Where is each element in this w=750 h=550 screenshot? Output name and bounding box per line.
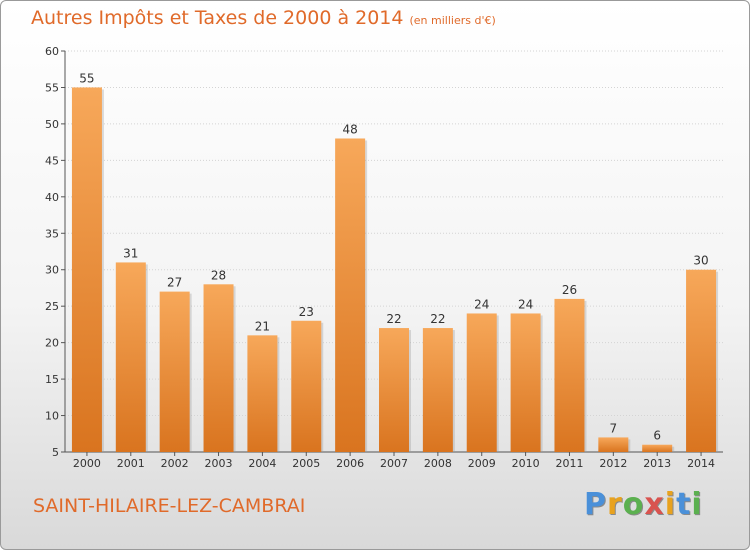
bar-value-label: 24	[518, 297, 533, 311]
axes: 5 10 15 20 25 30 35 40 45 50 55 60	[45, 45, 723, 459]
bar	[686, 269, 717, 452]
y-tick-label: 60	[45, 45, 59, 58]
bar-value-label: 26	[562, 283, 577, 297]
proxiti-logo: Proxiti	[584, 487, 703, 522]
bar-value-label: 7	[610, 421, 618, 435]
x-tick-label: 2000	[73, 457, 101, 470]
bar	[203, 284, 234, 452]
bar-value-label: 30	[693, 254, 708, 268]
chart-unit: (en milliers d'€)	[409, 14, 496, 27]
bar-value-label: 22	[430, 312, 445, 326]
x-tick-label: 2012	[599, 457, 627, 470]
y-tick-label: 10	[45, 410, 59, 423]
labels: 55 2000 31 2001 27 2002 28 2003 21 2004 23 2005 48 20…	[73, 71, 715, 470]
bar-value-label: 22	[386, 312, 401, 326]
y-tick-label: 30	[45, 264, 59, 277]
chart-title-text: Autres Impôts et Taxes de 2000 à 2014	[31, 7, 404, 29]
bar	[115, 262, 146, 452]
y-tick-label: 15	[45, 373, 59, 386]
y-tick-label: 50	[45, 118, 59, 131]
y-tick-label: 20	[45, 337, 59, 350]
bar-value-label: 21	[255, 319, 270, 333]
bar	[598, 437, 629, 452]
bar-value-label: 55	[79, 71, 94, 85]
logo-letter: t	[676, 487, 692, 522]
bar	[554, 298, 585, 452]
y-tick-label: 40	[45, 191, 59, 204]
x-tick-label: 2010	[512, 457, 540, 470]
logo-letter: x	[644, 487, 665, 522]
bar-value-label: 27	[167, 276, 182, 290]
bar	[466, 313, 497, 452]
bar	[422, 328, 453, 452]
x-tick-label: 2009	[468, 457, 496, 470]
x-tick-label: 2007	[380, 457, 408, 470]
bar	[510, 313, 541, 452]
bar	[642, 444, 673, 452]
y-tick-label: 25	[45, 300, 59, 313]
x-tick-label: 2004	[248, 457, 276, 470]
x-tick-label: 2005	[292, 457, 320, 470]
bar-value-label: 48	[342, 122, 357, 136]
logo-letter: i	[664, 487, 677, 522]
bar-value-label: 28	[211, 268, 226, 282]
bar-value-label: 6	[653, 429, 661, 443]
y-tick-label: 55	[45, 81, 59, 94]
x-tick-label: 2011	[555, 457, 583, 470]
logo-letter: r	[607, 487, 623, 522]
logo-letter: P	[584, 487, 607, 522]
logo-letter: i	[691, 487, 703, 522]
bar	[335, 138, 366, 452]
bar-value-label: 24	[474, 297, 489, 311]
x-tick-label: 2008	[424, 457, 452, 470]
bar	[159, 291, 190, 452]
logo-letter: o	[622, 487, 645, 522]
x-tick-label: 2013	[643, 457, 671, 470]
y-tick-label: 5	[52, 446, 59, 459]
bars	[71, 87, 719, 453]
commune-name: SAINT-HILAIRE-LEZ-CAMBRAI	[33, 495, 306, 517]
bar	[71, 87, 102, 453]
bar-value-label: 31	[123, 246, 138, 260]
bar-value-label: 23	[299, 305, 314, 319]
bar	[379, 328, 409, 452]
x-tick-label: 2014	[687, 457, 715, 470]
x-tick-label: 2003	[205, 457, 233, 470]
x-tick-label: 2006	[336, 457, 364, 470]
y-tick-label: 35	[45, 227, 59, 240]
bar	[291, 320, 322, 452]
bar	[247, 335, 278, 452]
x-tick-label: 2001	[117, 457, 145, 470]
chart-title: Autres Impôts et Taxes de 2000 à 2014 (en…	[31, 7, 496, 29]
y-tick-label: 45	[45, 154, 59, 167]
x-tick-label: 2002	[161, 457, 189, 470]
